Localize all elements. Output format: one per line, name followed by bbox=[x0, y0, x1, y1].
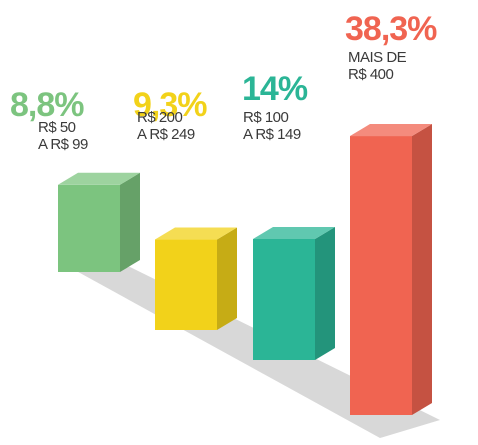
bar-top bbox=[253, 227, 335, 239]
bar-side bbox=[412, 124, 432, 416]
bar-top bbox=[155, 227, 237, 240]
bar-front bbox=[350, 136, 412, 416]
bar-front bbox=[155, 239, 217, 330]
bar-side bbox=[315, 227, 335, 360]
category-label: R$ 50 A R$ 99 bbox=[38, 119, 88, 153]
value-label: 38,3% bbox=[345, 10, 437, 48]
value-label: 9,3% bbox=[133, 86, 207, 124]
value-label: 8,8% bbox=[10, 86, 84, 124]
bar-front bbox=[253, 239, 315, 360]
category-label: MAIS DE R$ 400 bbox=[348, 49, 407, 83]
bar-front bbox=[58, 184, 120, 272]
bar-side bbox=[217, 227, 237, 330]
bar-top bbox=[350, 124, 432, 137]
category-label: R$ 200 A R$ 249 bbox=[137, 109, 195, 143]
category-label: R$ 100 A R$ 149 bbox=[243, 109, 301, 143]
bar-side bbox=[120, 172, 140, 272]
bar-top bbox=[58, 172, 140, 185]
value-label: 14% bbox=[242, 70, 308, 108]
